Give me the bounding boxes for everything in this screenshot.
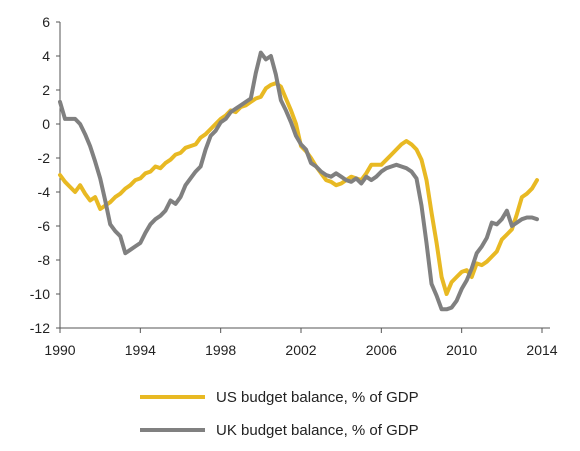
y-tick-label: -4 xyxy=(38,184,51,200)
y-tick-label: -6 xyxy=(38,218,51,234)
x-tick-label: 1994 xyxy=(125,342,156,358)
x-tick-label: 2006 xyxy=(366,342,397,358)
us-budget-balance-line xyxy=(58,81,539,296)
y-tick-label: 0 xyxy=(42,116,50,132)
x-tick-label: 1998 xyxy=(205,342,236,358)
y-tick-label: 6 xyxy=(42,14,50,30)
y-tick-label: -2 xyxy=(38,150,51,166)
y-tick-label: -12 xyxy=(30,320,50,336)
x-tick-label: 1990 xyxy=(44,342,75,358)
x-tick-label: 2002 xyxy=(285,342,316,358)
x-axis-ticks: 1990 1994 1998 2002 2006 2010 2014 xyxy=(44,328,558,358)
legend: US budget balance, % of GDP UK budget ba… xyxy=(140,389,419,439)
y-tick-label: -8 xyxy=(38,252,51,268)
legend-label-us: US budget balance, % of GDP xyxy=(216,389,419,406)
y-axis-ticks: 6 4 2 0 -2 -4 -6 -8 -10 -12 xyxy=(30,14,60,336)
x-tick-label: 2010 xyxy=(446,342,477,358)
uk-budget-balance-line xyxy=(58,50,539,312)
y-tick-label: -10 xyxy=(30,286,50,302)
axes xyxy=(59,22,550,329)
x-tick-label: 2014 xyxy=(526,342,557,358)
y-tick-label: 2 xyxy=(42,82,50,98)
series-layer xyxy=(58,50,539,312)
y-tick-label: 4 xyxy=(42,48,50,64)
legend-label-uk: UK budget balance, % of GDP xyxy=(216,422,419,439)
